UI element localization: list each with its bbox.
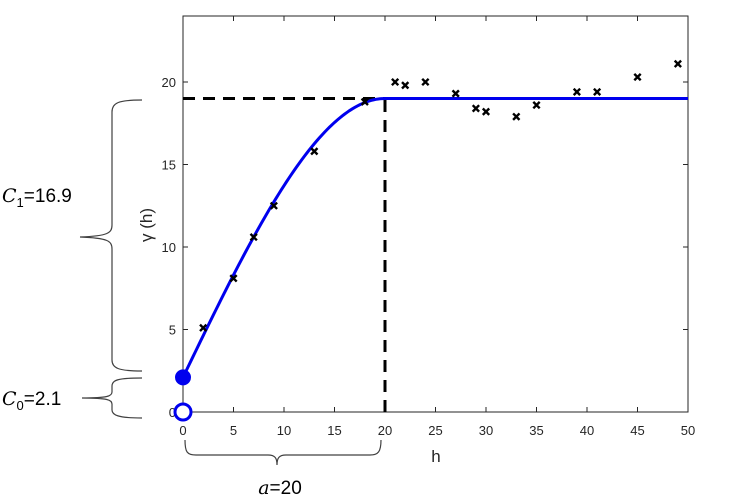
data-point-x-marker <box>593 87 602 96</box>
data-point-x-marker <box>512 112 521 121</box>
x-tick-label: 5 <box>230 423 237 438</box>
data-point-x-marker <box>269 201 278 210</box>
x-tick-label: 20 <box>378 423 392 438</box>
data-point-x-marker <box>532 101 541 110</box>
data-point-x-marker <box>401 81 410 90</box>
y-axis-label: γ (h) <box>137 208 156 242</box>
special-markers <box>173 369 193 422</box>
data-point-x-marker <box>391 77 400 87</box>
data-point-x-marker <box>199 323 208 332</box>
data-point-x-marker <box>310 147 319 156</box>
x-tick-label: 50 <box>681 423 695 438</box>
y-tick-label: 5 <box>169 323 176 338</box>
partial-sill-annotation: C1=16.9 <box>2 185 72 210</box>
nugget-annotation: C0=2.1 <box>2 388 61 413</box>
y-tick-label: 20 <box>162 75 176 90</box>
data-point-x-marker <box>481 107 491 116</box>
data-point-x-marker <box>471 104 480 113</box>
data-point-x-marker <box>673 59 682 68</box>
x-tick-label: 25 <box>428 423 442 438</box>
y-tick-label: 15 <box>162 158 176 173</box>
data-points <box>199 59 682 332</box>
data-point-x-marker <box>229 274 238 283</box>
nugget-brace <box>81 377 143 419</box>
spherical-model-curve <box>181 97 688 379</box>
x-axis-label: h <box>431 447 440 466</box>
data-point-x-marker <box>360 97 369 106</box>
x-tick-label: 0 <box>179 423 186 438</box>
range-brace <box>184 439 382 466</box>
range-annotation: a=20 <box>258 477 302 499</box>
data-point-x-marker <box>633 73 642 82</box>
x-tick-label: 35 <box>529 423 543 438</box>
partial-sill-brace <box>79 99 143 372</box>
x-tick-label: 40 <box>580 423 594 438</box>
reference-lines <box>183 97 387 412</box>
x-tick-label: 30 <box>479 423 493 438</box>
data-point-x-marker <box>249 233 258 242</box>
x-tick-label: 10 <box>277 423 291 438</box>
y-tick-label: 0 <box>169 405 176 420</box>
data-point-x-marker <box>451 89 460 98</box>
x-tick-label: 15 <box>327 423 341 438</box>
data-point-x-marker <box>421 77 430 87</box>
x-tick-label: 45 <box>630 423 644 438</box>
tick-labels: 0 5 10 15 20 25 30 35 40 45 50 0 5 10 15 20 <box>162 75 696 438</box>
origin-point <box>173 402 193 422</box>
plot-area <box>182 15 689 413</box>
data-point-x-marker <box>572 87 581 96</box>
y-tick-label: 10 <box>162 240 176 255</box>
nugget-point <box>175 369 191 386</box>
